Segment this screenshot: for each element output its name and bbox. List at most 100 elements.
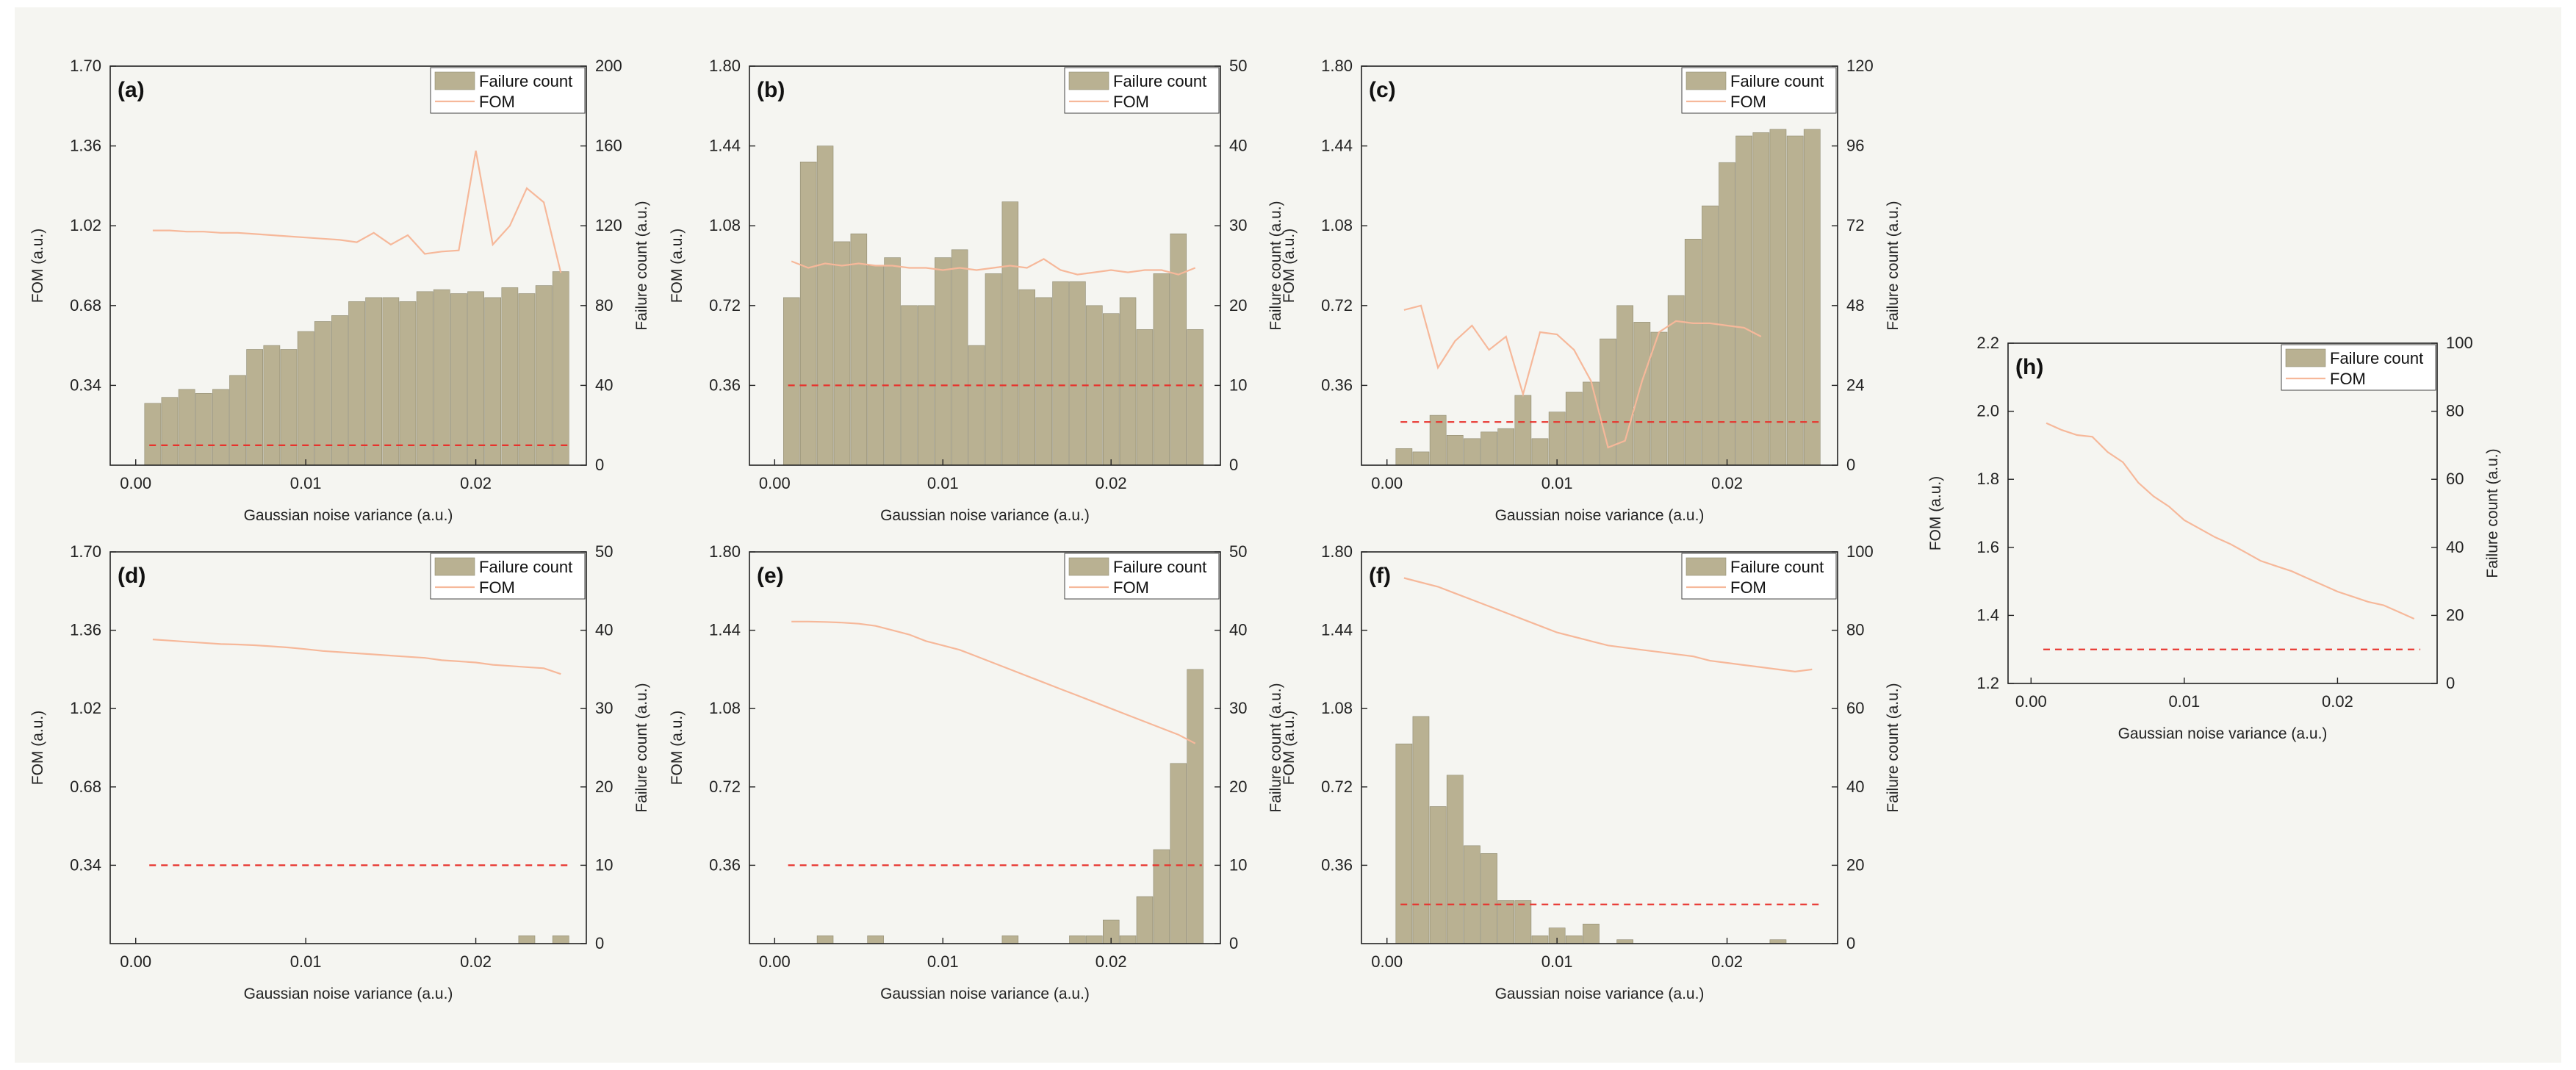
xtick-label-e-0: 0.00 bbox=[759, 952, 791, 971]
chart-b: 0.36 0.72 1.08 1.44 1.80 0 10 20 30 40 50 0.00 0.01 0… bbox=[669, 57, 1284, 524]
xlabel-b: Gaussian noise variance (a.u.) bbox=[880, 507, 1090, 524]
chart-e: 0.36 0.72 1.08 1.44 1.80 0 10 20 30 40 50 0.00 0.01 0… bbox=[669, 542, 1284, 1002]
legend-label-fom-c: FOM bbox=[1730, 93, 1766, 111]
bar-f-5 bbox=[1481, 853, 1497, 944]
bar-c-0 bbox=[1395, 448, 1413, 466]
ytick-label-c-3: 1.44 bbox=[1321, 137, 1353, 155]
legend-label-fom-e: FOM bbox=[1113, 578, 1149, 597]
bar-a-14 bbox=[382, 297, 400, 466]
bar-b-15 bbox=[1035, 297, 1052, 466]
y2tick-label-h-3: 60 bbox=[2446, 470, 2464, 488]
bar-c-24 bbox=[1803, 129, 1821, 466]
ylabel-f: FOM (a.u.) bbox=[1281, 711, 1298, 786]
legend-label-failure-b: Failure count bbox=[1113, 72, 1206, 90]
ytick-label-c-1: 0.72 bbox=[1321, 296, 1353, 315]
xlabel-e: Gaussian noise variance (a.u.) bbox=[880, 985, 1090, 1002]
plot-frame-a bbox=[109, 65, 587, 466]
ytick-label-h-4: 2.0 bbox=[1976, 402, 1999, 420]
xlabel-c: Gaussian noise variance (a.u.) bbox=[1495, 507, 1705, 524]
ylabel-e: FOM (a.u.) bbox=[669, 711, 686, 786]
y2tick-label-d-4: 40 bbox=[595, 621, 613, 639]
ytick-label-f-4: 1.80 bbox=[1321, 542, 1353, 561]
y2label-a: Failure count (a.u.) bbox=[633, 201, 650, 330]
bar-a-23 bbox=[535, 285, 553, 466]
xtick-label-f-2: 0.02 bbox=[1711, 952, 1743, 971]
bar-a-0 bbox=[144, 403, 162, 466]
y2tick-label-h-5: 100 bbox=[2446, 334, 2473, 352]
y2label-b: Failure count (a.u.) bbox=[1267, 201, 1284, 330]
chart-f: 0.36 0.72 1.08 1.44 1.80 0 20 40 60 80 100 0.00 0.01… bbox=[1281, 542, 1902, 1002]
ylabel-b: FOM (a.u.) bbox=[669, 229, 686, 304]
y2label-f: Failure count (a.u.) bbox=[1885, 683, 1902, 812]
bar-a-20 bbox=[484, 297, 501, 466]
panel-label-a: (a) bbox=[118, 78, 145, 102]
bar-a-15 bbox=[399, 301, 417, 466]
xtick-label-h-0: 0.00 bbox=[2015, 692, 2047, 711]
y2tick-label-a-3: 120 bbox=[595, 216, 622, 234]
y2tick-label-d-3: 30 bbox=[595, 699, 613, 717]
legend-label-fom-d: FOM bbox=[479, 578, 515, 597]
y2tick-label-f-0: 0 bbox=[1846, 934, 1855, 952]
bar-c-1 bbox=[1412, 451, 1430, 466]
legend-swatch-bar-c bbox=[1685, 71, 1727, 90]
panel-label-c: (c) bbox=[1369, 78, 1396, 102]
bar-c-14 bbox=[1633, 322, 1651, 466]
bar-f-7 bbox=[1514, 900, 1532, 944]
bar-c-6 bbox=[1497, 428, 1514, 466]
xtick-label-h-2: 0.02 bbox=[2322, 692, 2353, 711]
xtick-label-b-1: 0.01 bbox=[927, 474, 959, 492]
y2tick-label-c-4: 96 bbox=[1846, 137, 1864, 155]
ytick-label-a-0: 0.34 bbox=[70, 376, 101, 394]
xtick-label-a-0: 0.00 bbox=[120, 474, 151, 492]
bar-e-13 bbox=[1001, 936, 1019, 944]
xtick-label-f-0: 0.00 bbox=[1371, 952, 1403, 971]
bar-b-1 bbox=[799, 162, 817, 466]
xtick-label-c-1: 0.01 bbox=[1541, 474, 1573, 492]
ytick-label-b-3: 1.44 bbox=[709, 137, 741, 155]
ytick-label-e-2: 1.08 bbox=[709, 699, 741, 717]
bar-a-13 bbox=[365, 297, 383, 466]
xtick-label-a-1: 0.01 bbox=[290, 474, 322, 492]
ytick-label-c-4: 1.80 bbox=[1321, 57, 1353, 75]
plot-frame-b bbox=[749, 65, 1221, 466]
bar-a-7 bbox=[263, 345, 281, 466]
bar-c-9 bbox=[1548, 412, 1566, 466]
bar-e-18 bbox=[1086, 936, 1103, 944]
y2tick-label-f-4: 80 bbox=[1846, 621, 1864, 639]
ytick-label-c-0: 0.36 bbox=[1321, 376, 1353, 394]
y2tick-label-b-5: 50 bbox=[1229, 57, 1247, 75]
bar-c-7 bbox=[1514, 395, 1532, 466]
bar-a-16 bbox=[416, 291, 433, 466]
ytick-label-d-3: 1.36 bbox=[70, 621, 101, 639]
bar-e-2 bbox=[816, 936, 834, 944]
y2tick-label-f-2: 40 bbox=[1846, 778, 1864, 796]
plot-frame-d bbox=[109, 551, 587, 944]
bar-f-3 bbox=[1446, 775, 1464, 944]
ytick-label-a-1: 0.68 bbox=[70, 296, 101, 315]
bar-b-5 bbox=[867, 265, 884, 466]
xtick-label-d-0: 0.00 bbox=[120, 952, 151, 971]
bar-b-12 bbox=[985, 273, 1002, 466]
ytick-label-e-3: 1.44 bbox=[709, 621, 741, 639]
xlabel-f: Gaussian noise variance (a.u.) bbox=[1495, 985, 1705, 1002]
bar-c-15 bbox=[1650, 331, 1668, 466]
bar-c-19 bbox=[1719, 162, 1735, 466]
bar-e-5 bbox=[867, 936, 884, 944]
fom-line-e bbox=[791, 620, 1196, 744]
ytick-label-a-4: 1.70 bbox=[70, 57, 101, 75]
ytick-label-e-1: 0.72 bbox=[709, 778, 741, 796]
bar-d-22 bbox=[518, 936, 536, 944]
ytick-label-f-1: 0.72 bbox=[1321, 778, 1353, 796]
y2tick-label-e-1: 10 bbox=[1229, 855, 1247, 874]
y2tick-label-e-5: 50 bbox=[1229, 542, 1247, 561]
y2tick-label-f-5: 100 bbox=[1846, 542, 1874, 561]
y2tick-label-a-1: 40 bbox=[595, 376, 613, 394]
bar-b-21 bbox=[1136, 329, 1154, 466]
y2tick-label-f-3: 60 bbox=[1846, 699, 1864, 717]
bar-e-23 bbox=[1170, 763, 1187, 944]
bar-c-22 bbox=[1769, 129, 1787, 466]
xtick-label-c-2: 0.02 bbox=[1711, 474, 1743, 492]
y2label-e: Failure count (a.u.) bbox=[1267, 683, 1284, 812]
plot-frame-f bbox=[1361, 551, 1838, 944]
legend-label-fom-a: FOM bbox=[479, 93, 515, 111]
